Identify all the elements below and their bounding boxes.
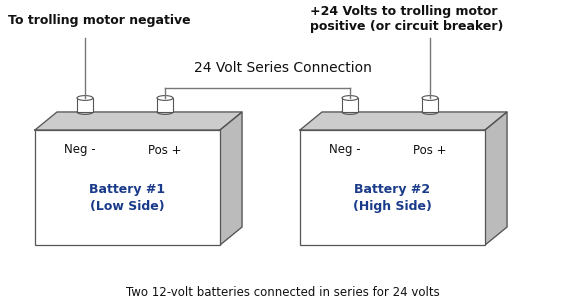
Ellipse shape bbox=[157, 95, 173, 100]
Polygon shape bbox=[220, 112, 242, 245]
Polygon shape bbox=[300, 112, 507, 130]
Ellipse shape bbox=[422, 95, 438, 100]
Ellipse shape bbox=[342, 109, 358, 114]
Bar bbox=[342, 98, 358, 112]
Text: Neg -: Neg - bbox=[329, 143, 361, 156]
Ellipse shape bbox=[342, 95, 358, 100]
Polygon shape bbox=[485, 112, 507, 245]
Text: Neg -: Neg - bbox=[64, 143, 96, 156]
Text: Pos +: Pos + bbox=[148, 143, 182, 156]
Text: Battery #1
(Low Side): Battery #1 (Low Side) bbox=[89, 183, 166, 213]
Text: 24 Volt Series Connection: 24 Volt Series Connection bbox=[194, 61, 372, 75]
Polygon shape bbox=[35, 112, 242, 130]
Text: Battery #2
(High Side): Battery #2 (High Side) bbox=[353, 183, 432, 213]
Bar bbox=[77, 98, 93, 112]
Bar bbox=[35, 130, 220, 245]
Text: To trolling motor negative: To trolling motor negative bbox=[8, 14, 191, 27]
Ellipse shape bbox=[77, 109, 93, 114]
Bar bbox=[422, 98, 438, 112]
Ellipse shape bbox=[422, 109, 438, 114]
Ellipse shape bbox=[77, 95, 93, 100]
Bar bbox=[300, 130, 485, 245]
Ellipse shape bbox=[157, 109, 173, 114]
Bar bbox=[157, 98, 173, 112]
Text: +24 Volts to trolling motor
positive (or circuit breaker): +24 Volts to trolling motor positive (or… bbox=[310, 5, 503, 33]
Text: Two 12-volt batteries connected in series for 24 volts: Two 12-volt batteries connected in serie… bbox=[126, 286, 440, 300]
Text: Pos +: Pos + bbox=[413, 143, 447, 156]
